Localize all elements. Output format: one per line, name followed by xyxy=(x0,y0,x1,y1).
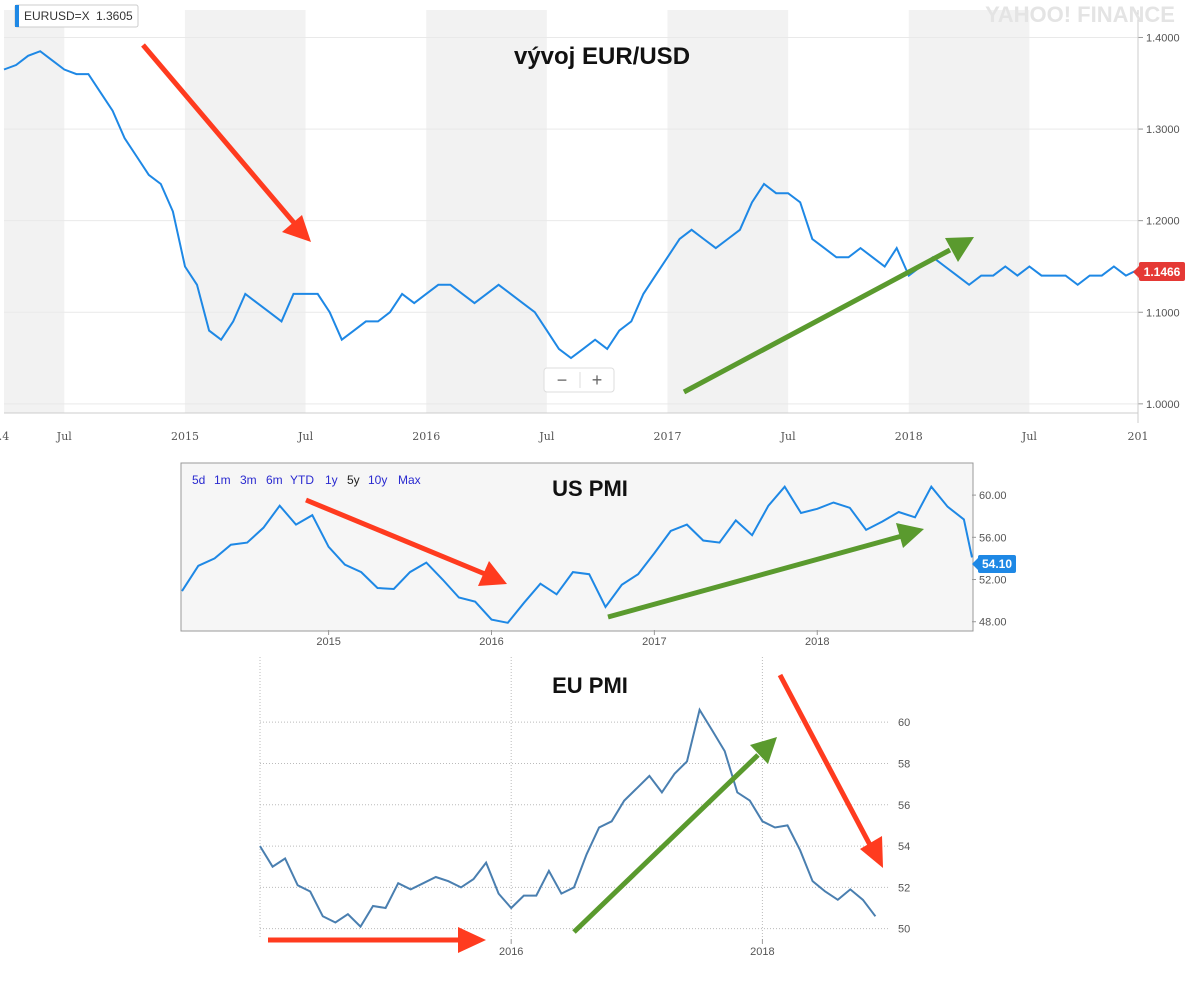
eurusd-x-tick-label: 2017 xyxy=(654,430,682,443)
eu-pmi-y-tick-label: 52 xyxy=(898,882,910,894)
green-up-arrow xyxy=(682,237,974,395)
eu-pmi-x-tick-label: 2016 xyxy=(499,946,523,958)
eu-pmi-y-tick-label: 56 xyxy=(898,800,910,812)
range-button-1y[interactable]: 1y xyxy=(325,473,338,487)
eu-pmi-chart-svg: EU PMI 2016 2018 60 58 56 54 52 50 xyxy=(259,657,910,958)
us-pmi-title: US PMI xyxy=(552,476,628,501)
eurusd-y-tick-label: 1.4000 xyxy=(1146,32,1180,44)
shaded-period-band xyxy=(667,10,789,413)
us-pmi-series-line xyxy=(181,484,973,624)
eurusd-series-line xyxy=(3,50,1139,360)
red-right-arrow-eu xyxy=(268,927,486,953)
eurusd-x-tick-label: 2018 xyxy=(895,430,923,443)
eu-pmi-title: EU PMI xyxy=(552,673,628,698)
red-down-arrow xyxy=(141,43,311,242)
range-button-5d[interactable]: 5d xyxy=(192,473,205,487)
eu-pmi-y-tick-label: 54 xyxy=(898,841,910,853)
us-pmi-x-tick-label: 2018 xyxy=(805,636,829,648)
eurusd-chart-panel: YAHOO! FINANCE EURUSD=X 1.3605 vývoj EUR… xyxy=(0,0,1192,450)
eurusd-x-tick-label: Jul xyxy=(538,430,554,443)
us-pmi-last-badge: 54.10 xyxy=(972,555,1016,573)
eu-pmi-chart-panel: EU PMI 2016 2018 60 58 56 54 52 50 xyxy=(250,655,930,1000)
eurusd-x-tick-label: Jul xyxy=(1021,430,1037,443)
us-pmi-y-tick-label: 60.00 xyxy=(979,490,1007,502)
eurusd-y-tick-label: 1.3000 xyxy=(1146,124,1180,136)
eurusd-y-tick-label: 1.0000 xyxy=(1146,399,1180,411)
range-button-ytd[interactable]: YTD xyxy=(290,473,314,487)
shaded-period-band xyxy=(4,10,65,413)
eu-pmi-y-tick-label: 50 xyxy=(898,924,910,936)
last-price-label: 1.1466 xyxy=(1144,265,1181,279)
range-button-1m[interactable]: 1m xyxy=(214,473,231,487)
ticker-chip[interactable]: EURUSD=X 1.3605 xyxy=(14,4,139,28)
eurusd-x-tick-label: Jul xyxy=(297,430,313,443)
eurusd-x-tick-label: 2016 xyxy=(412,430,440,443)
us-pmi-y-tick-label: 52.00 xyxy=(979,575,1007,587)
eurusd-x-tick-label: Jul xyxy=(780,430,796,443)
eurusd-y-tick-label: 1.2000 xyxy=(1146,216,1180,228)
eurusd-title: vývoj EUR/USD xyxy=(514,43,690,70)
eurusd-y-tick-label: 1.1000 xyxy=(1146,307,1180,319)
us-pmi-last-label: 54.10 xyxy=(982,557,1012,571)
us-pmi-plot-area xyxy=(180,462,974,632)
eu-pmi-series-line xyxy=(259,707,877,929)
ticker-symbol: EURUSD=X xyxy=(24,9,90,23)
eurusd-x-tick-label: Jul xyxy=(56,430,72,443)
red-down-arrow-us xyxy=(305,497,507,586)
eurusd-chart-svg: YAHOO! FINANCE EURUSD=X 1.3605 vývoj EUR… xyxy=(0,2,1185,443)
us-pmi-chart-svg: 5d 1m 3m 6m YTD 1y 5y 10y Max US PMI 2015 2016 201… xyxy=(180,462,1016,648)
green-up-arrow-us xyxy=(607,523,924,620)
eurusd-x-tick-label: 201 xyxy=(1128,430,1149,443)
range-button-6m[interactable]: 6m xyxy=(266,473,283,487)
us-pmi-x-tick-label: 2017 xyxy=(642,636,666,648)
eu-pmi-x-tick-label: 2018 xyxy=(750,946,774,958)
us-pmi-x-tick-label: 2015 xyxy=(316,636,340,648)
us-pmi-y-tick-label: 48.00 xyxy=(979,617,1007,629)
range-button-5y[interactable]: 5y xyxy=(347,473,360,487)
eurusd-x-tick-label: .4 xyxy=(0,430,9,443)
us-pmi-chart-panel: 5d 1m 3m 6m YTD 1y 5y 10y Max US PMI 2015 2016 201… xyxy=(180,462,1180,652)
range-button-3m[interactable]: 3m xyxy=(240,473,257,487)
eurusd-x-tick-label: 2015 xyxy=(171,430,199,443)
eu-pmi-y-tick-label: 60 xyxy=(898,717,910,729)
range-button-max[interactable]: Max xyxy=(398,473,421,487)
zoom-out-button[interactable]: − xyxy=(557,370,568,390)
ticker-value: 1.3605 xyxy=(96,9,133,23)
eu-pmi-y-tick-label: 58 xyxy=(898,758,910,770)
zoom-controls[interactable]: − + xyxy=(543,367,615,393)
shaded-period-band xyxy=(908,10,1030,413)
last-price-badge: 1.1466 xyxy=(1133,262,1185,281)
range-button-10y[interactable]: 10y xyxy=(368,473,387,487)
us-pmi-x-tick-label: 2016 xyxy=(479,636,503,648)
yahoo-finance-watermark: YAHOO! FINANCE xyxy=(985,2,1175,27)
zoom-in-button[interactable]: + xyxy=(592,370,603,390)
green-up-arrow-eu xyxy=(572,737,777,934)
us-pmi-y-tick-label: 56.00 xyxy=(979,532,1007,544)
red-down-arrow-eu xyxy=(777,673,883,868)
shaded-period-band xyxy=(426,10,547,413)
